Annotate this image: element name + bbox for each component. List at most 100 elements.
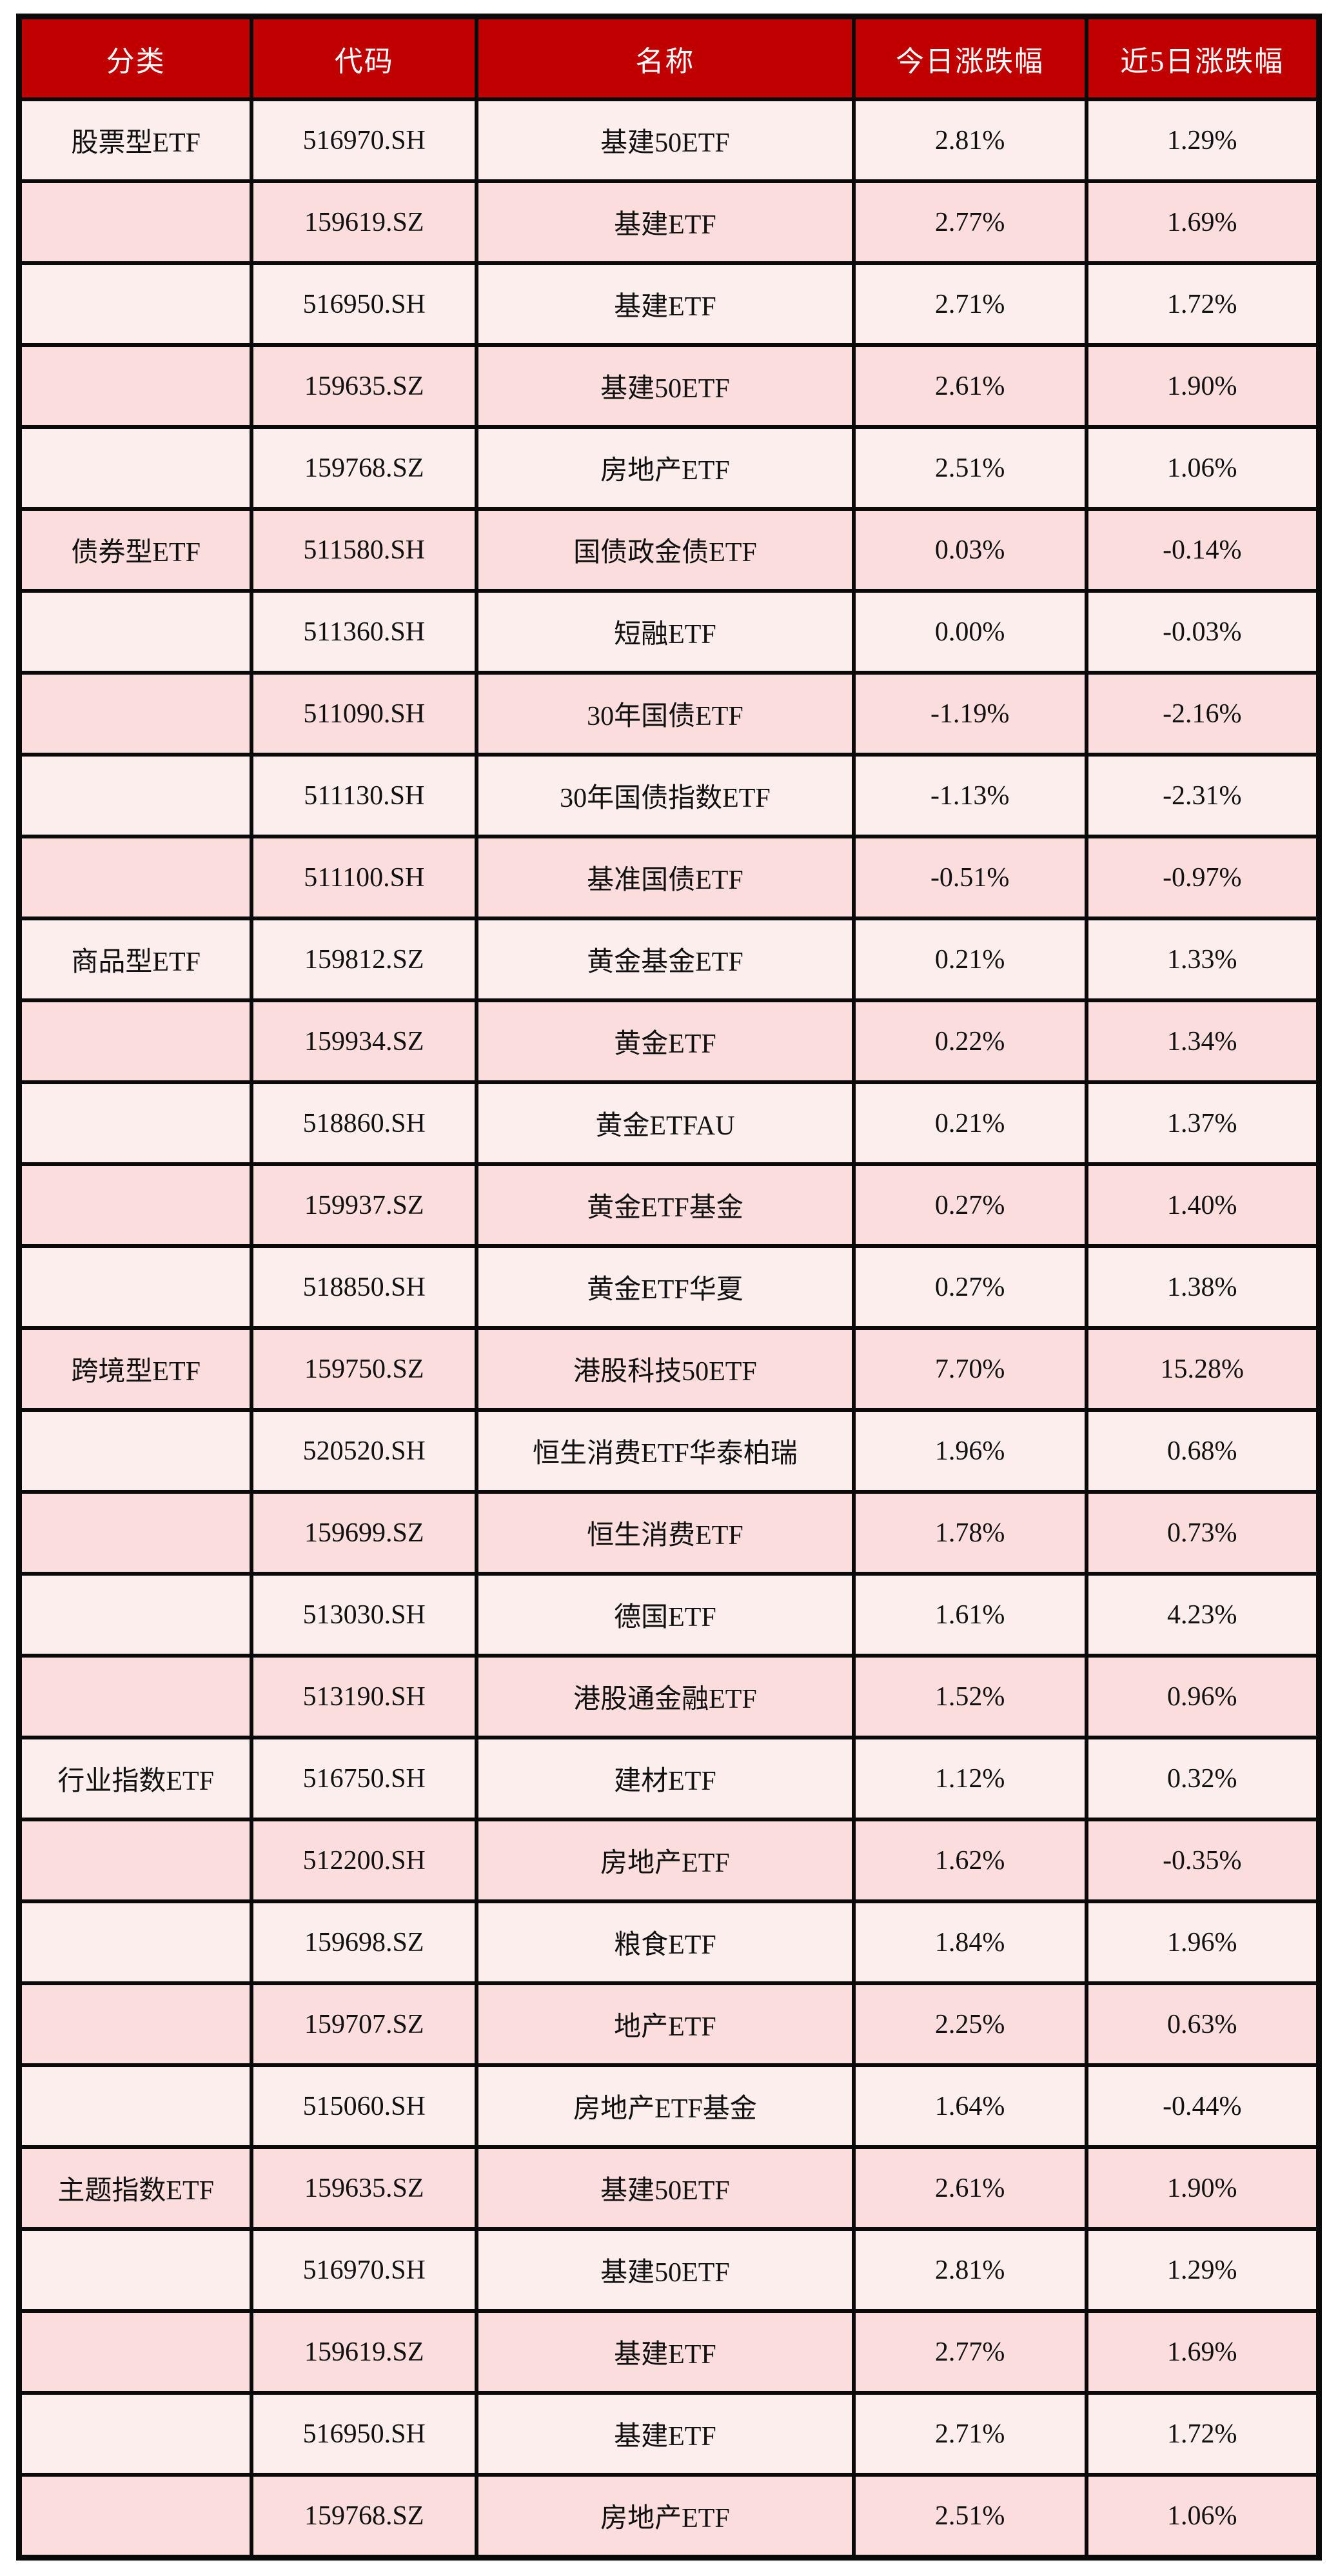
cell-5day-change: 1.69% [1084, 2309, 1321, 2395]
cell-code: 513190.SH [250, 1654, 479, 1739]
cell-today-change: 7.70% [851, 1326, 1088, 1412]
cell-today-change: 2.61% [851, 343, 1088, 429]
cell-today-change: 1.64% [851, 2063, 1088, 2149]
etf-table-body: 股票型ETF 516970.SH 基建50ETF 2.81% 1.29% 159… [17, 97, 1321, 2560]
cell-5day-change: 0.68% [1084, 1408, 1321, 1494]
cell-category [17, 2473, 254, 2560]
cell-5day-change: 1.72% [1084, 261, 1321, 347]
cell-name: 粮食ETF [475, 1899, 856, 1985]
cell-code: 511360.SH [250, 589, 479, 675]
cell-category [17, 1572, 254, 1658]
table-row: 跨境型ETF 159750.SZ 港股科技50ETF 7.70% 15.28% [17, 1326, 1321, 1412]
cell-5day-change: -0.35% [1084, 1818, 1321, 1903]
cell-category [17, 425, 254, 511]
cell-5day-change: 1.34% [1084, 998, 1321, 1084]
column-header-today-change: 今日涨跌幅 [851, 14, 1088, 101]
cell-today-change: 0.27% [851, 1162, 1088, 1248]
table-row: 159934.SZ 黄金ETF 0.22% 1.34% [17, 998, 1321, 1084]
cell-today-change: 1.61% [851, 1572, 1088, 1658]
cell-code: 159635.SZ [250, 2145, 479, 2231]
cell-name: 地产ETF [475, 1981, 856, 2067]
column-header-name: 名称 [475, 14, 856, 101]
cell-name: 基建50ETF [475, 97, 856, 183]
cell-category [17, 1490, 254, 1576]
cell-today-change: 1.78% [851, 1490, 1088, 1576]
cell-code: 513030.SH [250, 1572, 479, 1658]
table-row: 516970.SH 基建50ETF 2.81% 1.29% [17, 2227, 1321, 2313]
etf-table-head: 分类 代码 名称 今日涨跌幅 近5日涨跌幅 [17, 14, 1321, 101]
cell-5day-change: 1.90% [1084, 343, 1321, 429]
cell-today-change: 2.51% [851, 425, 1088, 511]
cell-name: 基建ETF [475, 261, 856, 347]
cell-code: 511090.SH [250, 671, 479, 757]
cell-category [17, 835, 254, 920]
header-row: 分类 代码 名称 今日涨跌幅 近5日涨跌幅 [17, 14, 1321, 101]
cell-5day-change: 1.29% [1084, 97, 1321, 183]
cell-name: 基建50ETF [475, 2145, 856, 2231]
table-row: 513190.SH 港股通金融ETF 1.52% 0.96% [17, 1654, 1321, 1739]
cell-5day-change: 0.73% [1084, 1490, 1321, 1576]
table-row: 159768.SZ 房地产ETF 2.51% 1.06% [17, 425, 1321, 511]
cell-code: 159937.SZ [250, 1162, 479, 1248]
cell-code: 159698.SZ [250, 1899, 479, 1985]
cell-name: 基建ETF [475, 2309, 856, 2395]
table-row: 债券型ETF 511580.SH 国债政金债ETF 0.03% -0.14% [17, 507, 1321, 593]
cell-category [17, 2391, 254, 2477]
cell-5day-change: 15.28% [1084, 1326, 1321, 1412]
cell-5day-change: -0.97% [1084, 835, 1321, 920]
cell-category: 行业指数ETF [17, 1736, 254, 1821]
cell-category [17, 1654, 254, 1739]
table-row: 515060.SH 房地产ETF基金 1.64% -0.44% [17, 2063, 1321, 2149]
cell-category [17, 1244, 254, 1330]
cell-5day-change: -2.16% [1084, 671, 1321, 757]
cell-name: 30年国债ETF [475, 671, 856, 757]
cell-5day-change: 1.33% [1084, 916, 1321, 1002]
cell-category [17, 2227, 254, 2313]
cell-today-change: 2.61% [851, 2145, 1088, 2231]
cell-today-change: 2.77% [851, 2309, 1088, 2395]
cell-name: 国债政金债ETF [475, 507, 856, 593]
column-header-code: 代码 [250, 14, 479, 101]
cell-5day-change: 1.37% [1084, 1080, 1321, 1166]
cell-name: 房地产ETF [475, 1818, 856, 1903]
cell-name: 房地产ETF基金 [475, 2063, 856, 2149]
table-row: 511130.SH 30年国债指数ETF -1.13% -2.31% [17, 753, 1321, 838]
cell-category [17, 2063, 254, 2149]
cell-category: 商品型ETF [17, 916, 254, 1002]
cell-today-change: -1.19% [851, 671, 1088, 757]
table-row: 主题指数ETF 159635.SZ 基建50ETF 2.61% 1.90% [17, 2145, 1321, 2231]
cell-code: 511130.SH [250, 753, 479, 838]
cell-5day-change: 0.32% [1084, 1736, 1321, 1821]
cell-category [17, 343, 254, 429]
cell-5day-change: 1.96% [1084, 1899, 1321, 1985]
table-row: 159635.SZ 基建50ETF 2.61% 1.90% [17, 343, 1321, 429]
cell-code: 159707.SZ [250, 1981, 479, 2067]
cell-category [17, 1408, 254, 1494]
cell-today-change: 0.03% [851, 507, 1088, 593]
cell-name: 基准国债ETF [475, 835, 856, 920]
cell-today-change: 2.51% [851, 2473, 1088, 2560]
cell-category: 债券型ETF [17, 507, 254, 593]
table-row: 520520.SH 恒生消费ETF华泰柏瑞 1.96% 0.68% [17, 1408, 1321, 1494]
cell-name: 基建ETF [475, 2391, 856, 2477]
cell-today-change: -0.51% [851, 835, 1088, 920]
cell-today-change: 2.81% [851, 97, 1088, 183]
cell-code: 520520.SH [250, 1408, 479, 1494]
cell-category [17, 1981, 254, 2067]
table-row: 159707.SZ 地产ETF 2.25% 0.63% [17, 1981, 1321, 2067]
cell-name: 基建50ETF [475, 2227, 856, 2313]
cell-5day-change: -0.03% [1084, 589, 1321, 675]
cell-code: 511100.SH [250, 835, 479, 920]
cell-5day-change: 1.38% [1084, 1244, 1321, 1330]
cell-5day-change: 1.06% [1084, 425, 1321, 511]
cell-code: 159750.SZ [250, 1326, 479, 1412]
table-row: 商品型ETF 159812.SZ 黄金基金ETF 0.21% 1.33% [17, 916, 1321, 1002]
cell-category [17, 589, 254, 675]
cell-code: 159699.SZ [250, 1490, 479, 1576]
table-row: 159698.SZ 粮食ETF 1.84% 1.96% [17, 1899, 1321, 1985]
cell-code: 159619.SZ [250, 179, 479, 265]
cell-name: 黄金基金ETF [475, 916, 856, 1002]
cell-name: 短融ETF [475, 589, 856, 675]
table-row: 518850.SH 黄金ETF华夏 0.27% 1.38% [17, 1244, 1321, 1330]
cell-category [17, 998, 254, 1084]
